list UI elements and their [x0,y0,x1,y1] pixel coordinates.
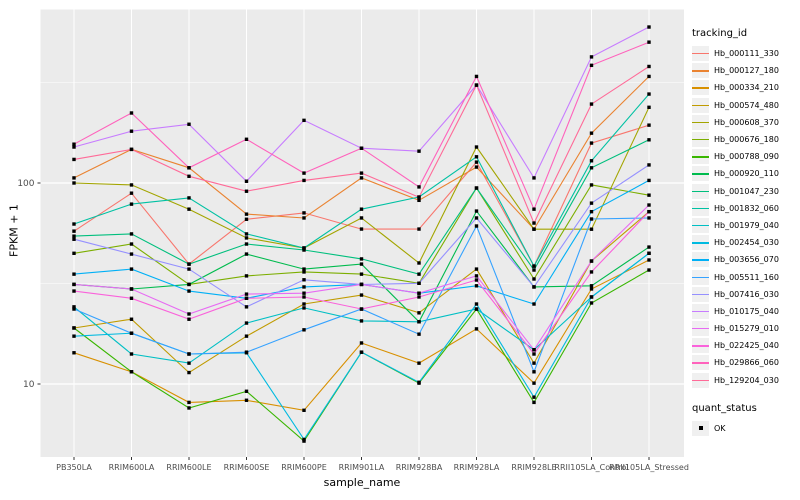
line-key-icon [692,200,709,216]
svg-text:RRIM600LA: RRIM600LA [109,463,155,472]
svg-text:10: 10 [23,380,35,390]
legend-item: Hb_001979_040 [692,217,798,234]
legend-item: Hb_022425_040 [692,337,798,354]
legend-item: Hb_029866_060 [692,354,798,371]
svg-text:RRIM928BA: RRIM928BA [396,463,443,472]
legend-title-quant-status: quant_status [692,402,757,414]
square-point-icon [692,420,709,436]
line-key-icon [692,80,709,96]
legend-item: Hb_005511_160 [692,268,798,285]
legend-item-label: Hb_001832_060 [714,203,779,213]
svg-text:100: 100 [17,179,34,189]
legend-item: Hb_003656_070 [692,251,798,268]
svg-text:RRIM928LA: RRIM928LA [454,463,500,472]
legend-item: Hb_000111_330 [692,45,798,62]
svg-text:RRIM600SE: RRIM600SE [224,463,270,472]
line-key-icon [692,217,709,233]
line-key-icon [692,166,709,182]
legend-items: Hb_000111_330 Hb_000127_180 Hb_000334_210 H… [692,45,798,389]
quant-status-legend: quant_status OK [692,403,798,437]
legend-item: Hb_000334_210 [692,79,798,96]
legend-item-label: Hb_029866_060 [714,358,779,368]
legend-item: Hb_007416_030 [692,286,798,303]
line-key-icon [692,149,709,165]
line-key-icon [692,372,709,388]
legend-title-tracking-id: tracking_id [692,28,748,39]
line-key-icon [692,183,709,199]
line-key-icon [692,269,709,285]
legend-item-label: OK [714,423,726,433]
legend-item-label: Hb_000574_480 [714,100,779,110]
legend-item-label: Hb_129204_030 [714,375,779,385]
legend-item: Hb_129204_030 [692,372,798,389]
legend-item: Hb_015279_010 [692,320,798,337]
legend-item: Hb_000920_110 [692,165,798,182]
legend-item-label: Hb_022425_040 [714,341,779,351]
legend-item: Hb_000676_180 [692,131,798,148]
line-key-icon [692,97,709,113]
line-key-icon [692,252,709,268]
svg-text:RRIM600LE: RRIM600LE [166,463,211,472]
line-key-icon [692,303,709,319]
legend-item-label: Hb_000920_110 [714,169,779,179]
line-key-icon [692,63,709,79]
legend-item: Hb_000574_480 [692,97,798,114]
line-key-icon [692,338,709,354]
svg-text:RRIM600PE: RRIM600PE [281,463,327,472]
legend-item: Hb_000608_370 [692,114,798,131]
x-axis-title: sample_name [323,476,401,489]
legend-item-label: Hb_015279_010 [714,324,779,334]
legend-item-label: Hb_000334_210 [714,83,779,93]
legend-item: Hb_001832_060 [692,200,798,217]
legend-item: Hb_000127_180 [692,62,798,79]
svg-text:RRIM928LE: RRIM928LE [511,463,556,472]
line-key-icon [692,286,709,302]
legend-item-label: Hb_003656_070 [714,255,779,265]
legend-item-label: Hb_002454_030 [714,238,779,248]
legend-item: Hb_000788_090 [692,148,798,165]
legend-item-label: Hb_005511_160 [714,272,779,282]
line-key-icon [692,132,709,148]
svg-text:PB350LA: PB350LA [56,463,92,472]
svg-text:RRII105LA_Control: RRII105LA_Control [554,463,628,472]
svg-text:RRII105LA_Stressed: RRII105LA_Stressed [609,463,689,472]
line-key-icon [692,46,709,62]
legend: tracking_id Hb_000111_330 Hb_000127_180 Hb… [692,28,798,437]
y-axis-title: FPKM + 1 [7,204,21,257]
legend-item-label: Hb_010175_040 [714,306,779,316]
line-key-icon [692,355,709,371]
line-key-icon [692,235,709,251]
legend-item-label: Hb_000676_180 [714,135,779,145]
legend-item: OK [692,420,798,437]
legend-item-label: Hb_000608_370 [714,117,779,127]
legend-item: Hb_002454_030 [692,234,798,251]
line-key-icon [692,114,709,130]
legend-item-label: Hb_000788_090 [714,152,779,162]
legend-item: Hb_001047_230 [692,183,798,200]
legend-item-label: Hb_000127_180 [714,66,779,76]
legend-item-label: Hb_001979_040 [714,220,779,230]
legend-item-label: Hb_001047_230 [714,186,779,196]
legend-item-label: Hb_007416_030 [714,289,779,299]
svg-text:RRIM901LA: RRIM901LA [339,463,385,472]
legend-item: Hb_010175_040 [692,303,798,320]
line-key-icon [692,321,709,337]
legend-item-label: Hb_000111_330 [714,49,779,59]
